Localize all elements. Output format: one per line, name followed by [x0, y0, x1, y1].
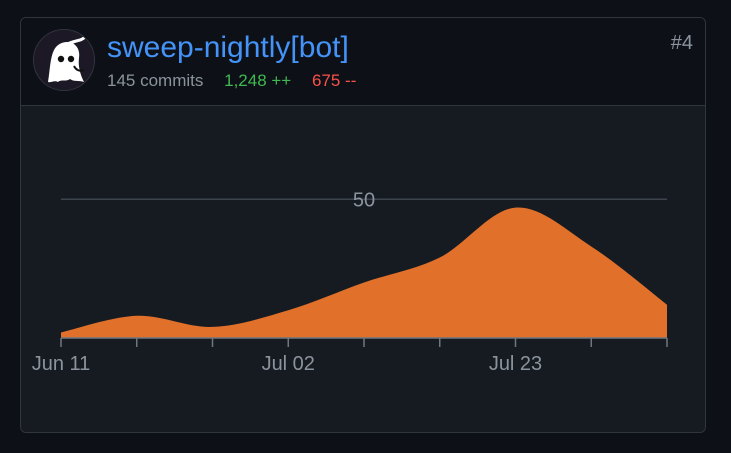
x-tick-label: Jul 02: [262, 353, 315, 375]
contributions-chart: 50 Jun 11 Jul 02 Jul 23: [21, 106, 705, 432]
contributor-card: sweep-nightly[bot] 145 commits 1,248 ++ …: [20, 17, 706, 433]
contributor-rank: #4: [670, 32, 693, 54]
x-tick-label: Jul 23: [489, 353, 542, 375]
contributor-username[interactable]: sweep-nightly[bot]: [107, 31, 349, 64]
x-tick-label: Jun 11: [32, 353, 91, 375]
deletions-count: 675 --: [311, 71, 357, 90]
commits-count[interactable]: 145 commits: [107, 71, 204, 90]
contributor-header: sweep-nightly[bot] 145 commits 1,248 ++ …: [21, 18, 705, 106]
y-tick-label: 50: [353, 189, 375, 211]
additions-count: 1,248 ++: [224, 71, 292, 90]
contributions-area: [61, 207, 667, 338]
contributions-chart-svg: 50 Jun 11 Jul 02 Jul 23: [32, 189, 668, 375]
contributor-stats: 145 commits 1,248 ++ 675 --: [107, 70, 356, 92]
ghost-avatar-icon[interactable]: [33, 29, 95, 91]
